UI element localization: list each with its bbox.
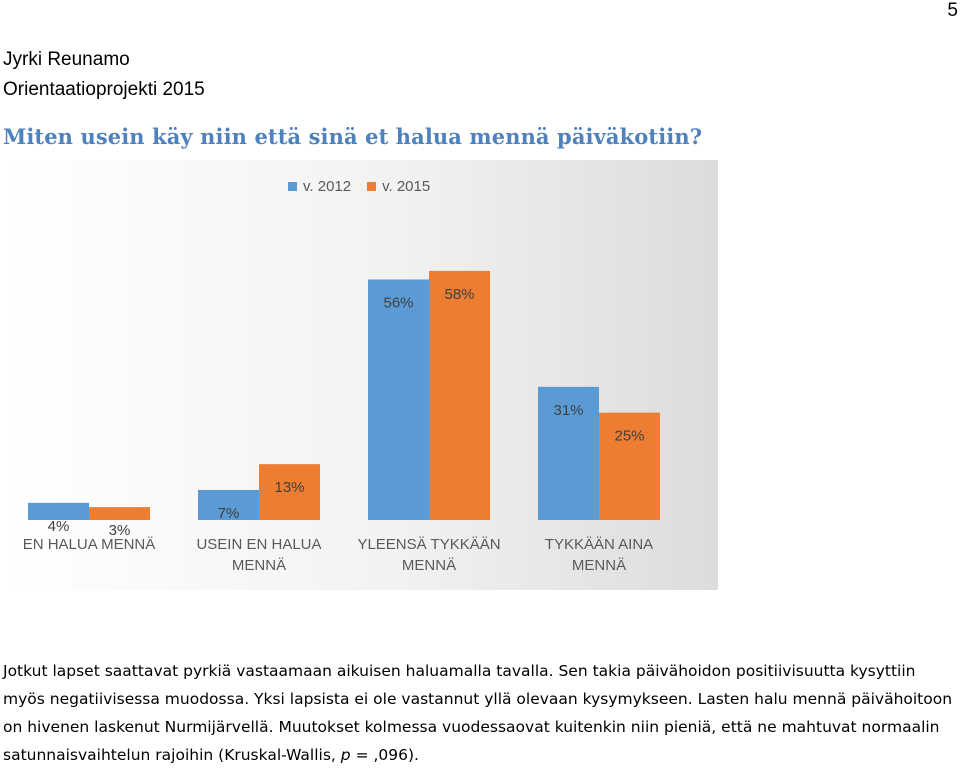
bar-chart: 4% 3% 7% 13% 56% 58% 31% 25% v. 2012 v. 2015 EN…	[2, 160, 718, 590]
data-label-2012-cat-1: 7%	[218, 505, 240, 522]
category-label-3: TYKKÄÄN AINA MENNÄ	[514, 534, 684, 576]
chart-legend: v. 2012 v. 2015	[288, 178, 430, 195]
project-name: Orientaatioprojekti 2015	[3, 79, 205, 100]
data-label-2015-cat-3: 25%	[614, 428, 644, 445]
legend-label-2012: v. 2012	[303, 178, 352, 195]
legend-item-2012: v. 2012	[288, 178, 351, 195]
bar-2012-cat-1	[198, 489, 259, 520]
bar-2012-cat-0	[28, 502, 89, 520]
data-label-2015-cat-2: 58%	[444, 286, 474, 303]
bar-2015-cat-3	[599, 412, 660, 520]
category-label-0: EN HALUA MENNÄ	[4, 534, 174, 555]
data-label-2012-cat-2: 56%	[383, 294, 413, 311]
data-label-2015-cat-0: 3%	[109, 522, 131, 539]
author-name: Jyrki Reunamo	[3, 49, 130, 70]
document-header: Jyrki Reunamo Orientaatioprojekti 2015	[3, 45, 205, 105]
category-label-line: TYKKÄÄN AINA	[544, 536, 654, 553]
body-paragraph: Jotkut lapset saattavat pyrkiä vastaamaa…	[3, 657, 958, 769]
page-number: 5	[947, 0, 958, 21]
category-label-1: USEIN EN HALUA MENNÄ	[174, 534, 344, 576]
legend-label-2015: v. 2015	[382, 178, 431, 195]
legend-swatch-2015	[367, 182, 377, 191]
data-label-2012-cat-0: 4%	[48, 518, 70, 535]
category-label-line: EN HALUA MENNÄ	[22, 536, 156, 553]
body-text-main: Jotkut lapset saattavat pyrkiä vastaamaa…	[3, 662, 953, 764]
category-label-line: MENNÄ	[231, 557, 287, 574]
data-label-2015-cat-1: 13%	[274, 479, 304, 496]
legend-item-2015: v. 2015	[367, 178, 430, 195]
bar-2015-cat-2	[429, 270, 490, 520]
legend-swatch-2012	[288, 182, 297, 191]
category-label-line: USEIN EN HALUA	[196, 536, 322, 553]
category-label-line: YLEENSÄ TYKKÄÄN	[357, 536, 501, 553]
p-value-symbol: p	[340, 746, 351, 764]
bar-2015-cat-0	[89, 507, 150, 520]
chart-title: Miten usein käy niin että sinä et halua …	[3, 124, 703, 149]
category-label-line: MENNÄ	[401, 557, 457, 574]
bar-2012-cat-2	[368, 279, 429, 520]
chart-plot: 4% 3% 7% 13% 56% 58% 31% 25%	[28, 270, 660, 539]
body-text-end: = ,096).	[350, 746, 419, 764]
category-label-2: YLEENSÄ TYKKÄÄN MENNÄ	[344, 534, 514, 576]
data-label-2012-cat-3: 31%	[553, 402, 583, 419]
bar-2012-cat-3	[538, 386, 599, 520]
category-label-line: MENNÄ	[571, 557, 627, 574]
bar-2015-cat-1	[259, 464, 320, 520]
